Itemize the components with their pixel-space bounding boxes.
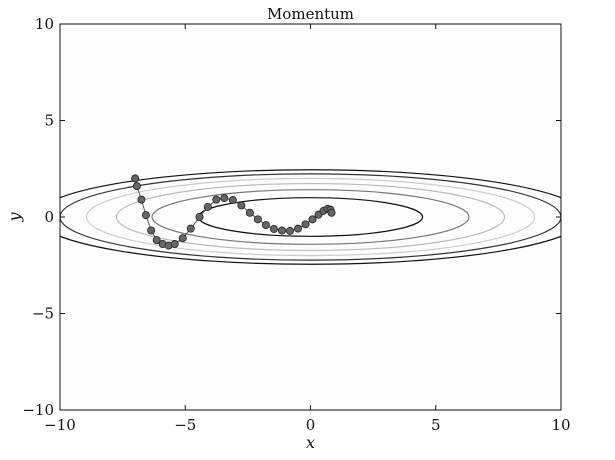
trajectory-point: [301, 220, 310, 229]
trajectory-point: [327, 208, 336, 217]
trajectory-point: [285, 226, 294, 235]
trajectory-point: [261, 221, 270, 230]
x-tick-label: −10: [44, 416, 76, 434]
contour-lines: [60, 169, 561, 265]
trajectory-point: [293, 224, 302, 233]
y-tick-label: −5: [32, 305, 54, 323]
y-axis-ticks: −10 −5 0 5 10: [22, 15, 561, 419]
contour-line: [151, 189, 470, 245]
trajectory-point: [186, 224, 195, 233]
y-tick-label: 0: [44, 208, 54, 226]
contour-line: [60, 169, 561, 265]
contour-line: [85, 177, 536, 257]
contour-line: [60, 173, 561, 261]
trajectory-point: [245, 208, 254, 217]
y-tick-label: −10: [22, 401, 54, 419]
x-axis-ticks: −10 −5 0 5 10: [44, 24, 571, 434]
trajectory-point: [152, 236, 161, 245]
trajectory-point: [269, 224, 278, 233]
x-tick-label: 0: [306, 416, 316, 434]
y-tick-label: 5: [44, 112, 54, 130]
trajectory-point: [203, 202, 212, 211]
contour-line: [115, 182, 506, 252]
trajectory-point: [131, 174, 140, 183]
trajectory-point: [277, 226, 286, 235]
trajectory-point: [147, 226, 156, 235]
x-tick-label: 10: [551, 416, 570, 434]
trajectory-point: [170, 240, 179, 249]
y-tick-label: 10: [35, 15, 54, 33]
trajectory-point: [220, 194, 229, 203]
trajectory-point: [253, 215, 262, 224]
y-axis-label: y: [5, 212, 24, 223]
x-axis-label: x: [306, 433, 315, 452]
trajectory-point: [132, 182, 141, 191]
trajectory-point: [178, 234, 187, 243]
trajectory: [131, 174, 336, 250]
trajectory-point: [195, 212, 204, 221]
trajectory-point: [237, 201, 246, 210]
chart-title: Momentum: [267, 5, 354, 23]
trajectory-point: [141, 211, 150, 220]
trajectory-point: [212, 195, 221, 204]
x-tick-label: 5: [431, 416, 441, 434]
trajectory-point: [137, 195, 146, 204]
x-tick-label: −5: [174, 416, 196, 434]
trajectory-point: [228, 196, 237, 205]
trajectory-point: [308, 215, 317, 224]
